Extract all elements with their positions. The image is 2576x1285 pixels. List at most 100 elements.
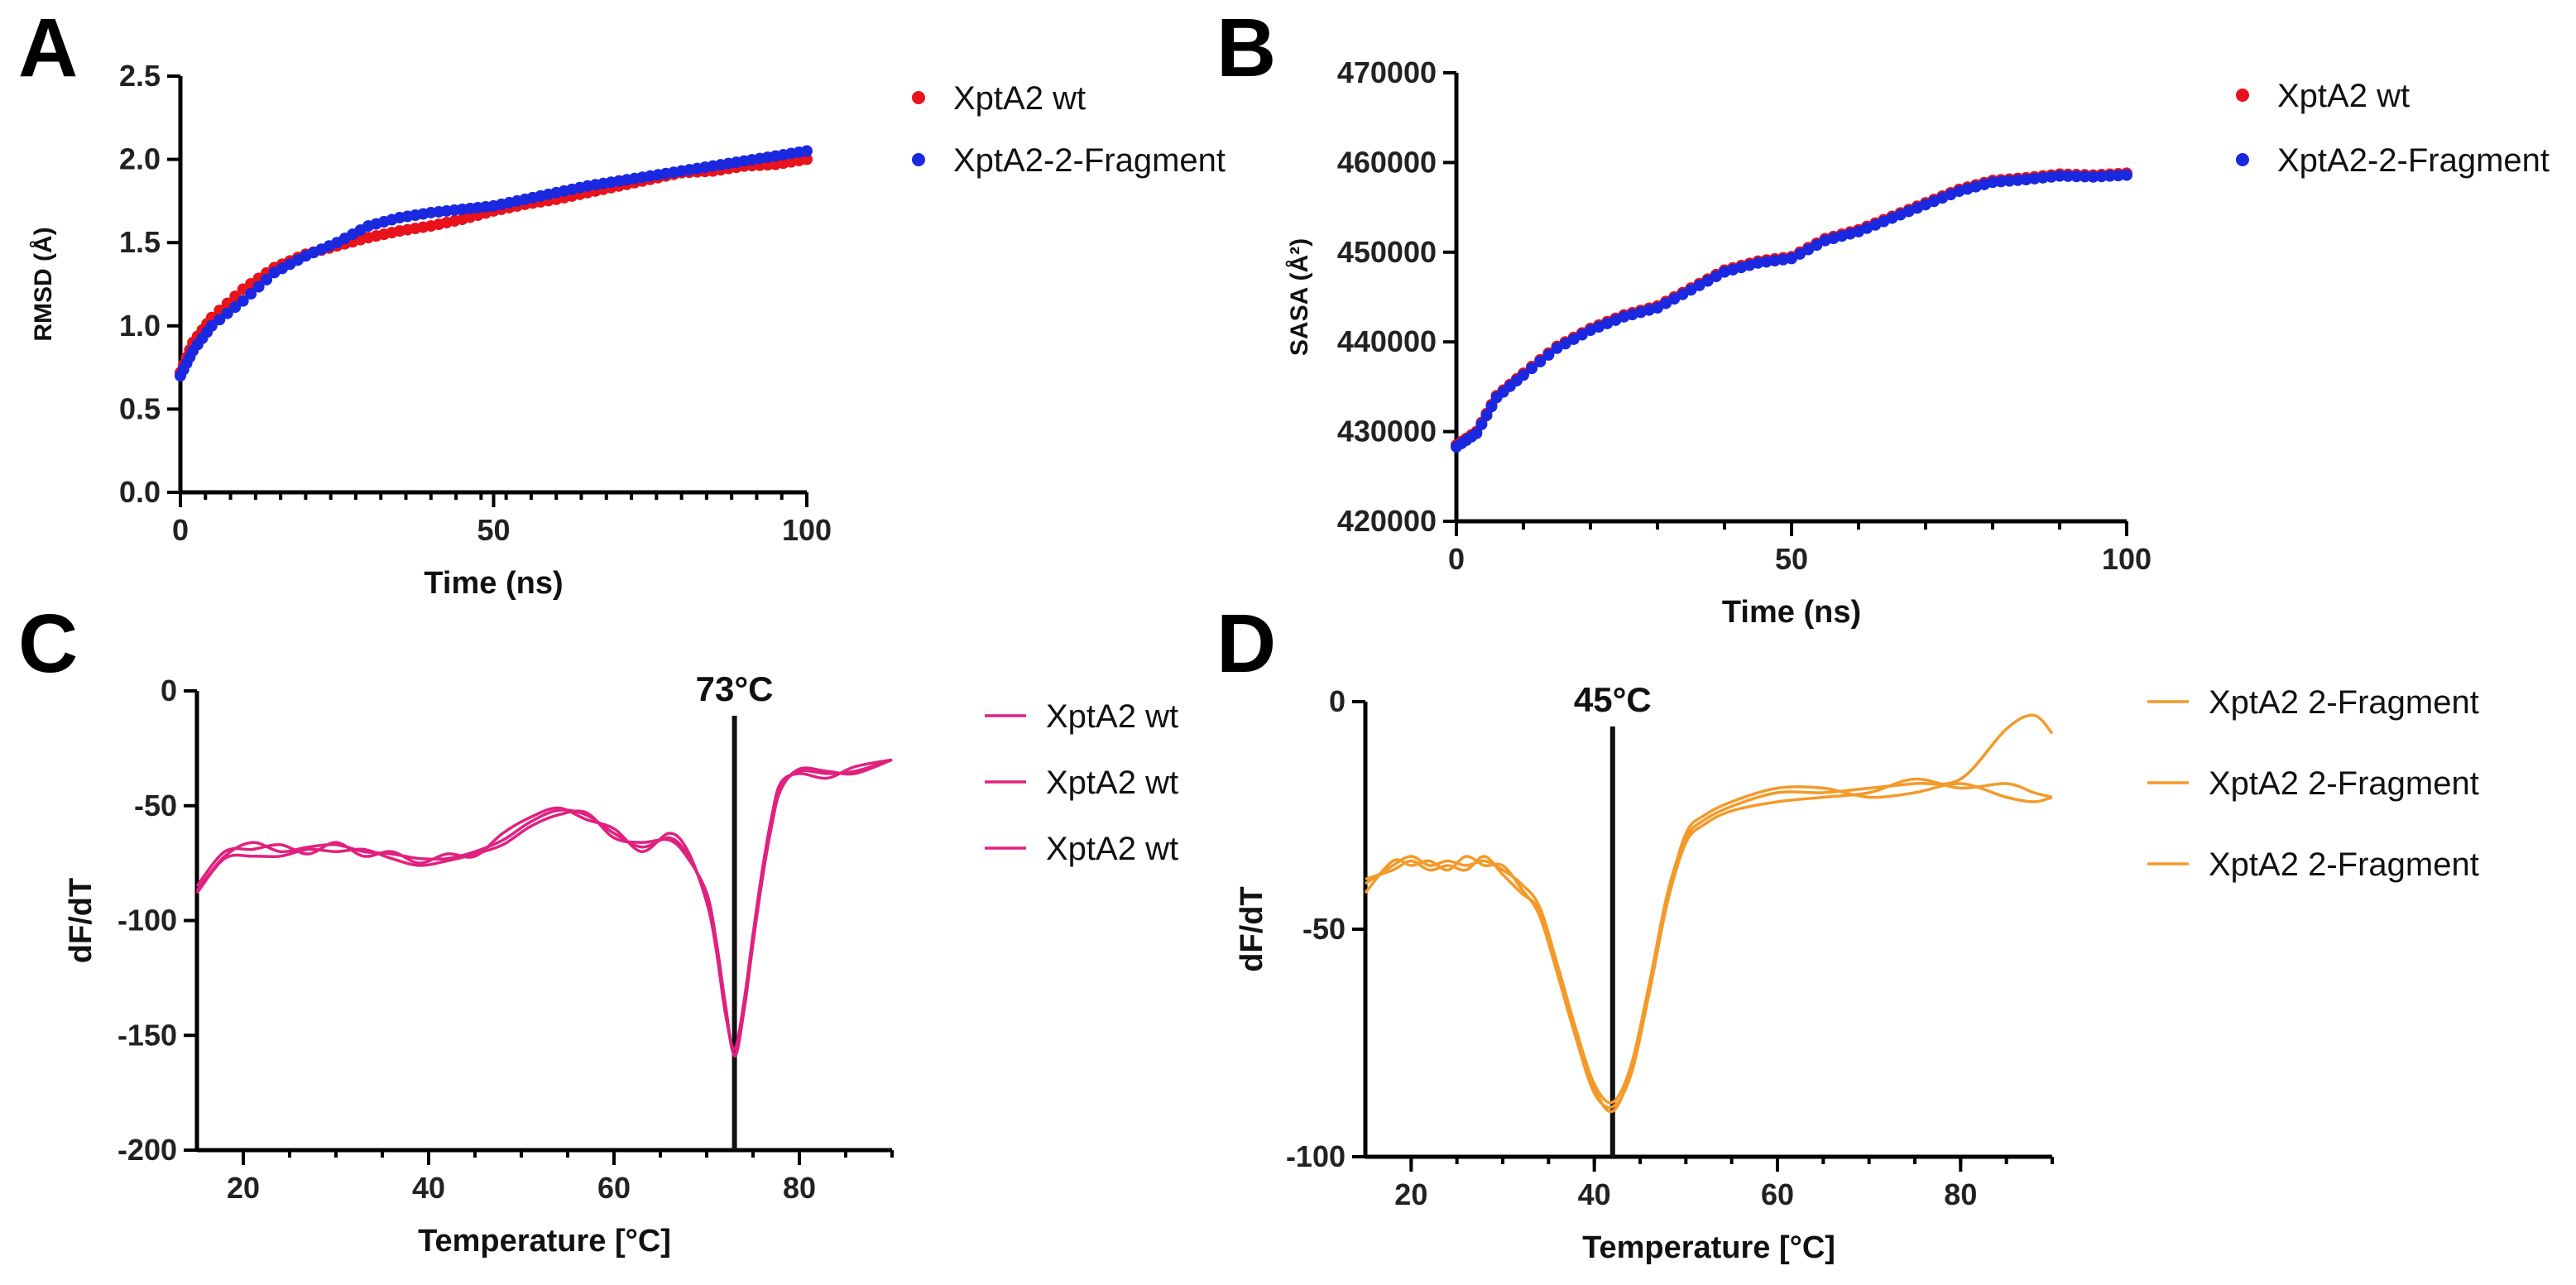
x-tick-label: 20 [1394,1177,1427,1211]
x-tick-label: 50 [1775,542,1808,576]
data-point [2012,174,2024,186]
y-tick-label: 420000 [1337,504,1437,538]
x-tick-label: 80 [1944,1177,1977,1211]
data-point [245,288,257,300]
series-line [195,758,893,1057]
x-tick-label: 60 [597,1171,631,1205]
legend-label: XptA2 2-Fragment [2209,684,2479,721]
panel-a-marks [175,145,813,382]
legend-label: XptA2 wt [1046,765,1178,801]
panel-b-legend: XptA2 wt XptA2-2-Fragment [2236,78,2550,179]
data-point [2020,173,2032,185]
data-point [213,314,226,326]
x-tick-label: 80 [783,1171,816,1205]
data-point [261,273,273,285]
legend-label: XptA2-2-Fragment [953,142,1226,179]
series-line [1365,782,2053,1114]
data-point [2112,170,2124,182]
y-tick-label: -50 [134,789,177,822]
legend-marker [912,91,925,104]
panel-d-x-axis-title: Temperature [°C] [1582,1230,1835,1265]
y-tick-label: -100 [1286,1139,1346,1173]
panel-d-y-axis-title: dF/dT [1235,886,1269,971]
data-point [1470,427,1483,439]
y-tick-label: 2.0 [119,142,161,176]
panel-d-letter: D [1216,597,1276,690]
legend-label: XptA2 wt [2277,78,2410,114]
x-tick-label: 50 [477,513,510,547]
legend-marker [2236,153,2249,166]
data-point [221,307,233,319]
series-2 [195,758,893,1051]
data-point [205,319,218,332]
panel-b-y-axis-title: SASA (Å²) [1286,238,1313,356]
x-tick-label: 20 [227,1171,260,1205]
y-tick-label: 0.5 [119,391,161,425]
legend-marker [912,153,925,166]
data-point [801,153,813,165]
panel-d-tm-label: 45°C [1574,680,1652,719]
y-tick-label: -200 [118,1133,177,1167]
data-point [1518,369,1529,381]
data-point [1542,348,1555,361]
data-point [1995,175,2008,188]
data-point [801,145,813,157]
data-point [2087,170,2099,183]
panel-b: B 420000 430000 440000 450000 460000 470000 0 5… [1216,2,2550,630]
data-point [1485,400,1498,413]
series-3 [195,758,893,1057]
panel-a-axes: 0.0 0.5 1.0 1.5 2.0 2.5 0 50 100 Time (ns) RMSD (Å… [30,59,832,601]
data-point [2054,170,2065,182]
x-tick-label: 0 [1448,542,1465,576]
panel-c-axes: 0 -50 -100 -150 -200 20 40 60 80 Temperature [°C]… [64,674,894,1259]
panel-a: A 0.0 0.5 1.0 1.5 2.0 2.5 0 50 100 Time (ns) RMSD … [18,2,1226,601]
data-point [1534,356,1547,368]
panel-c-legend: XptA2 wt XptA2 wt XptA2 wt [985,698,1178,867]
panel-b-letter: B [1216,2,1276,94]
series-3 [1365,782,2053,1114]
legend-label: XptA2 2-Fragment [2209,846,2479,883]
panel-d-legend: XptA2 2-Fragment XptA2 2-Fragment XptA2 2-… [2147,684,2479,883]
y-tick-label: 460000 [1337,145,1437,179]
x-tick-label: 0 [172,513,189,547]
y-tick-label: 440000 [1337,324,1437,358]
panel-c-y-axis-title: dF/dT [64,878,98,963]
data-point [2095,170,2108,183]
panel-a-legend: XptA2 wt XptA2-2-Fragment [912,80,1226,179]
legend-label: XptA2-2-Fragment [2277,142,2550,179]
panel-a-x-axis-title: Time (ns) [424,566,563,601]
data-point [2028,172,2041,185]
legend-label: XptA2 wt [1046,831,1178,867]
y-tick-label: 1.5 [119,225,161,259]
y-tick-label: -150 [118,1018,177,1052]
panel-b-marks [1451,167,2132,453]
data-point [2062,170,2075,182]
x-tick-label: 100 [2102,542,2151,576]
legend-label: XptA2 2-Fragment [2209,765,2479,802]
legend-label: XptA2 wt [953,80,1086,117]
x-tick-label: 40 [1578,1177,1611,1211]
panel-c-marks: 73°C [195,669,893,1150]
y-tick-label: 0 [161,674,177,707]
panel-c: C 0 -50 -100 -150 -200 20 40 60 80 Temperature [°… [18,597,1178,1259]
data-point [1480,410,1493,422]
y-tick-label: 0 [1329,684,1346,718]
data-point [2045,170,2057,183]
data-point [1987,176,1998,189]
data-point [2003,175,2016,187]
series-2 [1451,169,2132,453]
panel-a-y-axis-title: RMSD (Å) [30,227,57,341]
legend-label: XptA2 wt [1046,698,1178,735]
data-point [1526,362,1538,375]
x-tick-label: 60 [1761,1177,1794,1211]
panel-c-tm-label: 73°C [696,669,774,708]
panel-c-x-axis-title: Temperature [°C] [418,1224,671,1259]
y-tick-label: 430000 [1337,415,1437,448]
y-tick-label: 470000 [1337,55,1437,89]
data-point [2036,171,2049,184]
data-point [2079,170,2091,183]
series-2 [175,145,813,382]
panel-d-axes: 0 -50 -100 20 40 60 80 Temperature [°C] dF/dT [1235,684,2054,1265]
panel-a-letter: A [18,2,78,94]
